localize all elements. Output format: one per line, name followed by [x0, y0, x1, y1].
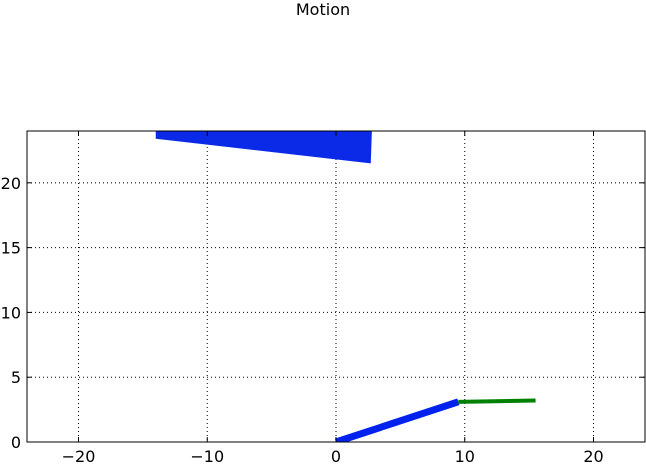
y-tick-label: 0 — [11, 433, 21, 452]
x-tick-label: 0 — [331, 447, 341, 466]
y-tick-label: 15 — [1, 239, 21, 258]
series-line-1 — [458, 398, 536, 404]
x-tick-label: 10 — [455, 447, 475, 466]
x-tick-label: 20 — [583, 447, 603, 466]
y-tick-label: 20 — [1, 174, 21, 193]
axis-ticks: −20 −10 0 10 20 0 5 10 15 20 — [1, 131, 645, 466]
x-tick-label: −20 — [62, 447, 96, 466]
series-line-0 — [334, 398, 460, 442]
series-polygon-2 — [155, 131, 372, 164]
x-tick-label: −10 — [190, 447, 224, 466]
data-layer — [155, 131, 536, 442]
y-tick-label: 5 — [11, 368, 21, 387]
chart-title: Motion — [295, 0, 351, 19]
y-tick-label: 10 — [1, 303, 21, 322]
grid-lines — [27, 131, 645, 443]
